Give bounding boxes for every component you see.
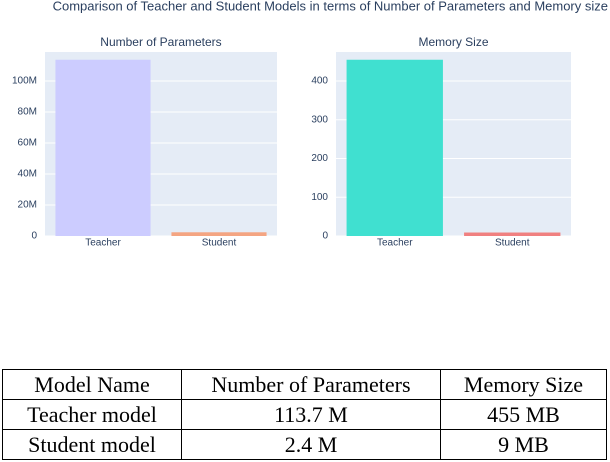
y-tick-label: 80M <box>18 107 37 118</box>
y-tick-label: 40M <box>18 169 37 180</box>
y-tick-label: 0 <box>322 231 328 242</box>
y-tick-label: 400 <box>311 76 328 87</box>
cell: 455 MB <box>440 399 607 430</box>
x-tick-label: Teacher <box>377 238 413 249</box>
bar <box>171 232 267 236</box>
cell: 2.4 M <box>181 429 441 460</box>
chart-title: Number of Parameters <box>100 35 221 49</box>
x-tick-label: Student <box>202 238 237 249</box>
chart-title: Memory Size <box>418 35 488 49</box>
y-tick-label: 0 <box>31 231 37 242</box>
x-tick-label: Teacher <box>85 238 121 249</box>
row: Student model 2.4 M 9 MB <box>2 429 607 460</box>
header-row: Model Name Number of Parameters Memory S… <box>2 369 607 400</box>
bar <box>346 59 443 236</box>
header-cell: Model Name <box>2 369 182 400</box>
cell: 113.7 M <box>181 399 441 430</box>
x-tick-label: Student <box>495 238 530 249</box>
bar <box>464 232 561 236</box>
bar <box>55 59 151 236</box>
cell: 9 MB <box>440 429 607 460</box>
y-tick-label: 100M <box>12 76 37 87</box>
comparison-table: Model Name Number of Parameters Memory S… <box>2 369 607 460</box>
cell: Teacher model <box>2 399 182 430</box>
cell: Student model <box>2 429 182 460</box>
y-tick-label: 100 <box>311 192 328 203</box>
figure-title: Comparison of Teacher and Student Models… <box>53 0 608 13</box>
y-tick-label: 60M <box>18 138 37 149</box>
y-tick-label: 20M <box>18 200 37 211</box>
row: Teacher model 113.7 M 455 MB <box>2 399 607 430</box>
y-tick-label: 300 <box>311 114 328 125</box>
y-tick-label: 200 <box>311 153 328 164</box>
chart: Comparison of Teacher and Student Models… <box>12 0 608 249</box>
header-cell: Memory Size <box>440 369 607 400</box>
header-cell: Number of Parameters <box>181 369 441 400</box>
